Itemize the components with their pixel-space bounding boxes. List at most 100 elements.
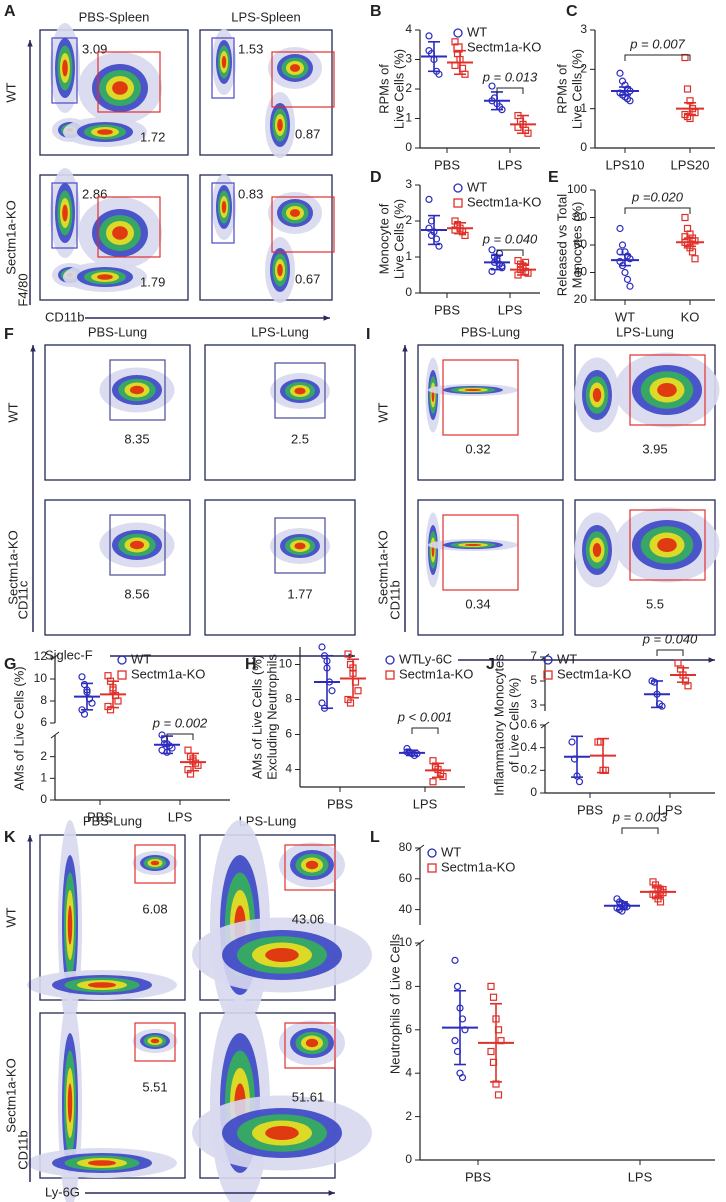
data-point <box>621 268 629 277</box>
gate-value: 1.77 <box>287 586 312 601</box>
x-axis-label: Ly-6C <box>418 651 452 666</box>
gate <box>97 196 161 258</box>
density-blob <box>657 383 677 397</box>
y-tick-label: 10 <box>34 671 48 685</box>
gate <box>211 182 235 244</box>
row-label: WT <box>3 82 18 102</box>
legend-label: Sectm1a-KO <box>557 666 631 681</box>
p-value: p = 0.040 <box>642 631 698 646</box>
y-axis-label: CD11c <box>15 580 30 619</box>
data-point <box>488 267 496 275</box>
y-tick-label: 2 <box>405 213 412 227</box>
row-label: Sectm1a-KO <box>3 200 18 274</box>
gate-value: 0.34 <box>465 596 490 611</box>
plot-frame <box>417 499 564 636</box>
density-blob <box>657 538 677 552</box>
density-blob <box>88 1160 116 1166</box>
gate-value: 5.5 <box>646 596 664 611</box>
gate <box>284 1022 336 1069</box>
density-blob <box>289 209 301 217</box>
y-tick-label: 3 <box>405 52 412 66</box>
legend-marker <box>427 863 437 873</box>
column-title: LPS-Lung <box>251 324 309 339</box>
legend-marker <box>543 670 553 680</box>
panel-letter: L <box>370 829 380 846</box>
data-point <box>435 242 443 250</box>
density-blob <box>305 1038 319 1048</box>
panel-letter: A <box>4 3 16 20</box>
x-tick-label: LPS <box>168 809 193 824</box>
significance-bracket <box>621 827 659 834</box>
density-blob <box>265 1126 299 1140</box>
gate-value: 6.08 <box>142 901 167 916</box>
gate-value: 3.09 <box>82 41 107 56</box>
y-tick-label: 3 <box>530 697 537 711</box>
gate-value: 8.56 <box>124 586 149 601</box>
legend-label: Sectm1a-KO <box>467 39 541 54</box>
y-axis-label: RPMs of <box>554 64 569 114</box>
y-tick-label: 6 <box>40 715 47 729</box>
arrow-head <box>328 1190 335 1196</box>
y-tick-label: 2 <box>405 1109 412 1123</box>
data-point <box>425 195 433 203</box>
density-blob <box>592 388 602 402</box>
data-point <box>616 224 624 233</box>
y-tick-label: 20 <box>574 292 588 306</box>
density-blob <box>150 1038 160 1044</box>
column-title: PBS-Lung <box>461 324 520 339</box>
gate-value: 0.87 <box>295 126 320 141</box>
density-blob <box>294 387 306 395</box>
density-blob <box>221 200 227 214</box>
p-value: p < 0.001 <box>397 709 453 724</box>
arrow-head <box>30 345 36 352</box>
data-point <box>429 778 437 786</box>
y-axis-label: CD11b <box>15 1130 30 1170</box>
panel-letter: K <box>4 829 16 846</box>
density-blob <box>592 543 602 557</box>
arrow-head <box>348 653 355 659</box>
data-point <box>425 224 433 232</box>
density-blob <box>464 388 482 392</box>
density-blob <box>67 1083 73 1123</box>
y-tick-label: 4 <box>405 22 412 36</box>
y-tick-label: 5 <box>530 673 537 687</box>
plot-frame <box>44 344 191 481</box>
y-tick-label: 40 <box>574 265 588 279</box>
row-label: Sectm1a-KO <box>5 530 20 604</box>
panel-letter: B <box>370 3 382 20</box>
data-point <box>623 275 632 283</box>
gate <box>51 37 78 104</box>
data-point <box>488 246 496 254</box>
y-tick-label: 0 <box>530 785 537 799</box>
row-label: WT <box>5 402 20 422</box>
y-tick-label: 0.4 <box>520 740 537 754</box>
column-title: PBS-Lung <box>88 324 147 339</box>
gate <box>274 362 326 419</box>
panel-letter: H <box>245 656 257 673</box>
y-tick-label: 2 <box>405 81 412 95</box>
data-point <box>626 282 634 290</box>
data-point <box>626 255 634 263</box>
row-label: WT <box>3 907 18 927</box>
y-tick-label: 0.6 <box>520 717 537 731</box>
panel-letter: E <box>548 169 559 186</box>
data-point <box>487 982 495 991</box>
y-tick-label: 1 <box>405 249 412 263</box>
legend-label: Sectm1a-KO <box>399 666 473 681</box>
y-tick-label: 0 <box>40 792 47 806</box>
column-title: PBS-Lung <box>83 813 142 828</box>
data-point <box>691 255 699 263</box>
legend-marker <box>453 198 463 208</box>
data-point <box>451 1037 459 1045</box>
column-title: LPS-Spleen <box>231 9 300 24</box>
y-axis-label: RPMs of <box>376 64 391 114</box>
legend-marker <box>117 655 127 665</box>
y-tick-label: 3 <box>405 177 412 191</box>
arrow-head <box>27 835 33 842</box>
gate-value: 3.95 <box>642 441 667 456</box>
data-point <box>686 114 694 123</box>
data-point <box>439 772 447 781</box>
y-axis-label: Neutrophils of Live Cells <box>387 933 402 1074</box>
y-tick-label: 0.2 <box>520 763 537 777</box>
